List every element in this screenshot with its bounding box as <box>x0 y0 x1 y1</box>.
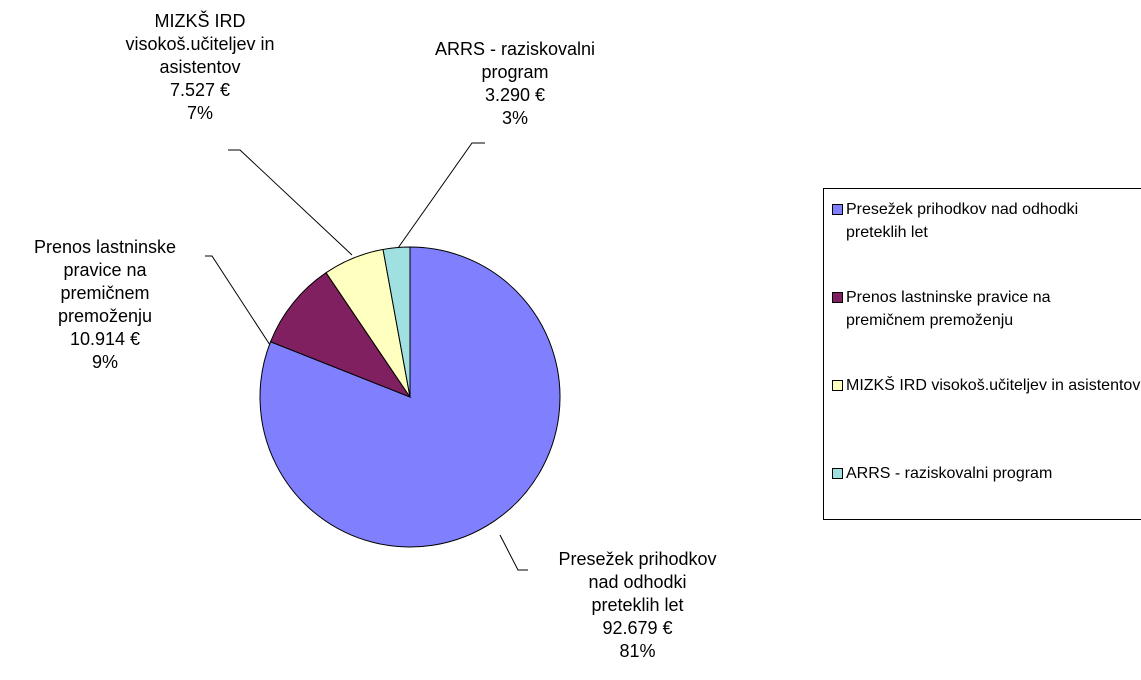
slice-label: ARRS - raziskovalni program 3.290 € 3% <box>430 38 600 130</box>
slice-label: MIZKŠ IRD visokoš.učiteljev in asistento… <box>110 10 290 125</box>
slice-percent: 3% <box>501 108 528 128</box>
pie-slice <box>269 272 412 399</box>
legend-marker <box>832 380 843 391</box>
slice-value: 3.290 € <box>484 85 546 105</box>
pie-slice <box>382 246 411 398</box>
leader-line <box>205 255 271 346</box>
legend-marker <box>832 468 843 479</box>
slice-name: Presežek prihodkov nad odhodki preteklih… <box>558 549 717 615</box>
slice-percent: 81% <box>619 641 656 661</box>
legend-item: Presežek prihodkov nad odhodki preteklih… <box>832 198 1096 244</box>
slice-label: Prenos lastninske pravice na premičnem p… <box>25 236 185 374</box>
legend: Presežek prihodkov nad odhodki preteklih… <box>823 188 1141 520</box>
legend-item: ARRS - raziskovalni program <box>832 462 1096 485</box>
leader-line <box>499 534 528 571</box>
slice-label: Presežek prihodkov nad odhodki preteklih… <box>555 548 720 663</box>
legend-text: Prenos lastninske pravice na premičnem p… <box>846 289 1051 329</box>
slice-value: 10.914 € <box>69 329 141 349</box>
legend-item: Prenos lastninske pravice na premičnem p… <box>832 286 1096 332</box>
leader-line <box>397 142 485 249</box>
legend-text: MIZKŠ IRD visokoš.učiteljev in asistento… <box>846 377 1141 394</box>
slice-percent: 9% <box>91 352 118 372</box>
slice-name: ARRS - raziskovalni program <box>434 39 596 82</box>
slice-percent: 7% <box>186 103 213 123</box>
slice-value: 92.679 € <box>602 618 673 638</box>
legend-marker <box>832 204 843 215</box>
slice-name: MIZKŠ IRD visokoš.učiteljev in asistento… <box>125 11 275 77</box>
legend-text: ARRS - raziskovalni program <box>846 465 1053 482</box>
slice-name: Prenos lastninske pravice na premičnem p… <box>33 237 177 326</box>
slice-value: 7.527 € <box>169 80 231 100</box>
legend-marker <box>832 292 843 303</box>
legend-item: MIZKŠ IRD visokoš.učiteljev in asistento… <box>832 374 1141 397</box>
leader-line <box>228 149 353 256</box>
legend-text: Presežek prihodkov nad odhodki preteklih… <box>846 201 1079 241</box>
